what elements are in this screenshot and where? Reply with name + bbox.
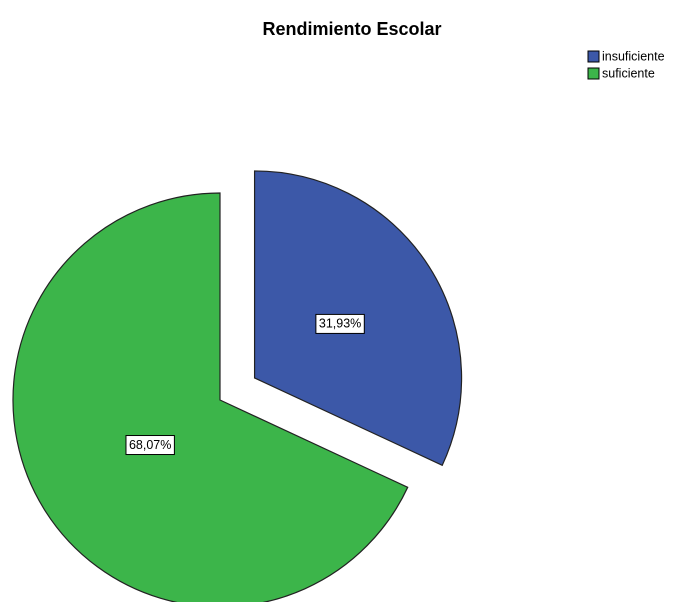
legend-swatch	[587, 67, 600, 80]
value-label: 68,07%	[129, 438, 171, 452]
chart-title: Rendimiento Escolar	[262, 19, 441, 39]
legend-swatch	[587, 50, 600, 63]
legend-label: insuficiente	[602, 49, 665, 63]
value-label: 31,93%	[319, 317, 361, 331]
pie-slice	[12, 192, 409, 602]
value-label-box	[315, 313, 365, 334]
value-label-group: 68,07%	[125, 435, 175, 456]
legend-label: suficiente	[602, 66, 655, 80]
value-label-box	[125, 435, 175, 456]
value-label-group: 31,93%	[315, 313, 365, 334]
